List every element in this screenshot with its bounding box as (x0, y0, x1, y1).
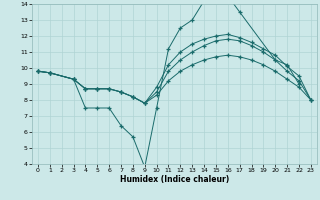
X-axis label: Humidex (Indice chaleur): Humidex (Indice chaleur) (120, 175, 229, 184)
